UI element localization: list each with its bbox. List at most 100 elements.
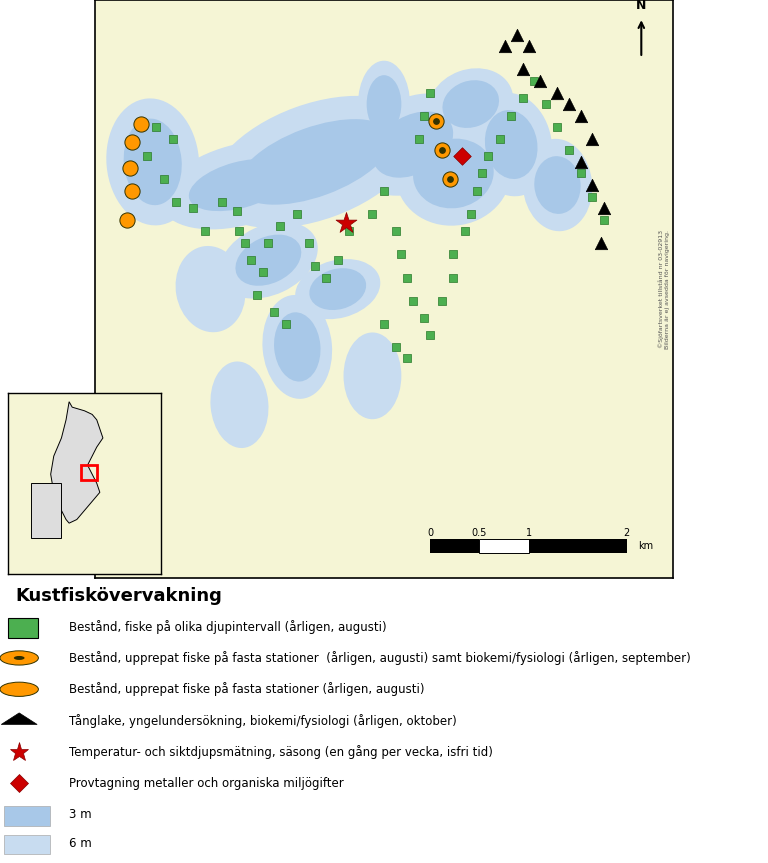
- Point: [494, 132, 506, 146]
- Text: 1: 1: [525, 528, 531, 538]
- Point: [424, 85, 436, 99]
- Bar: [430, 539, 479, 553]
- Point: [586, 132, 598, 146]
- Point: [528, 74, 541, 88]
- Ellipse shape: [429, 68, 513, 140]
- Point: [167, 132, 179, 146]
- Point: [401, 271, 413, 285]
- Ellipse shape: [310, 268, 366, 310]
- Point: [126, 184, 138, 198]
- Point: [343, 224, 356, 238]
- Text: Bestånd, fiske på olika djupintervall (årligen, augusti): Bestånd, fiske på olika djupintervall (å…: [69, 620, 387, 633]
- Ellipse shape: [485, 110, 538, 179]
- Point: [135, 117, 147, 131]
- Text: Temperatur- och siktdjupsmätning, säsong (en gång per vecka, isfri tid): Temperatur- och siktdjupsmätning, säsong…: [69, 745, 493, 759]
- Point: [458, 224, 471, 238]
- Bar: [479, 539, 528, 553]
- Point: [419, 109, 431, 123]
- Ellipse shape: [274, 312, 320, 381]
- Ellipse shape: [353, 93, 472, 196]
- Point: [445, 173, 457, 186]
- Text: 3 m: 3 m: [69, 808, 91, 821]
- Bar: [8, 618, 38, 638]
- Point: [465, 207, 477, 221]
- Point: [158, 173, 170, 186]
- Bar: [4, 835, 50, 854]
- Point: [456, 149, 468, 163]
- Ellipse shape: [470, 93, 552, 196]
- Point: [141, 149, 153, 163]
- Ellipse shape: [295, 259, 380, 319]
- Point: [309, 259, 321, 273]
- Point: [419, 312, 431, 325]
- Point: [574, 167, 587, 180]
- Point: [250, 288, 263, 302]
- Point: [412, 132, 425, 146]
- Text: Kustfiskövervakning: Kustfiskövervakning: [15, 587, 222, 605]
- Point: [534, 74, 546, 88]
- Ellipse shape: [106, 98, 199, 225]
- Circle shape: [0, 682, 38, 696]
- Point: [499, 40, 511, 54]
- Ellipse shape: [237, 119, 392, 205]
- Ellipse shape: [189, 159, 290, 211]
- Ellipse shape: [210, 362, 269, 448]
- Point: [389, 340, 402, 354]
- Point: [551, 120, 564, 134]
- Text: 0: 0: [427, 528, 433, 538]
- Point: [511, 28, 523, 41]
- Point: [447, 271, 459, 285]
- Point: [233, 224, 246, 238]
- Bar: [4, 806, 50, 826]
- Point: [522, 40, 535, 54]
- Point: [150, 120, 162, 134]
- Point: [598, 213, 610, 227]
- Point: [124, 161, 136, 174]
- Point: [430, 115, 442, 129]
- Ellipse shape: [161, 141, 319, 230]
- Point: [430, 115, 442, 129]
- Text: ©Sjöfartsverket tillstånd nr 03-02913
Bilderna är ej avsedda för navigering.: ©Sjöfartsverket tillstånd nr 03-02913 Bi…: [659, 230, 670, 349]
- Ellipse shape: [523, 139, 592, 231]
- Point: [594, 236, 607, 249]
- Point: [303, 236, 315, 249]
- Point: [320, 271, 333, 285]
- Point: [126, 135, 138, 148]
- Point: [563, 98, 575, 111]
- Point: [407, 293, 419, 307]
- Point: [199, 224, 211, 238]
- Point: [378, 317, 390, 331]
- Text: 2: 2: [624, 528, 630, 538]
- Ellipse shape: [413, 139, 494, 208]
- Point: [470, 184, 482, 198]
- Point: [598, 201, 610, 215]
- Polygon shape: [51, 401, 103, 523]
- Point: [517, 91, 529, 105]
- Point: [230, 205, 243, 218]
- Text: Provtagning metaller och organiska miljögifter: Provtagning metaller och organiska miljö…: [69, 777, 344, 790]
- Circle shape: [14, 656, 25, 660]
- Point: [239, 236, 251, 249]
- Ellipse shape: [263, 295, 332, 399]
- Circle shape: [0, 651, 38, 665]
- Ellipse shape: [396, 121, 511, 226]
- Ellipse shape: [358, 60, 410, 148]
- Point: [586, 178, 598, 192]
- Ellipse shape: [366, 75, 402, 133]
- Ellipse shape: [176, 246, 246, 332]
- Point: [396, 248, 408, 261]
- Point: [563, 143, 575, 157]
- Point: [447, 248, 459, 261]
- Point: [517, 62, 529, 76]
- Point: [245, 254, 257, 268]
- Bar: [528, 539, 627, 553]
- Ellipse shape: [442, 80, 499, 128]
- Point: [435, 143, 448, 157]
- Point: [482, 149, 495, 163]
- Point: [280, 317, 292, 331]
- Text: km: km: [638, 541, 654, 551]
- Point: [332, 254, 344, 268]
- Point: [389, 224, 402, 238]
- Text: 6 m: 6 m: [69, 836, 92, 849]
- Point: [424, 329, 436, 343]
